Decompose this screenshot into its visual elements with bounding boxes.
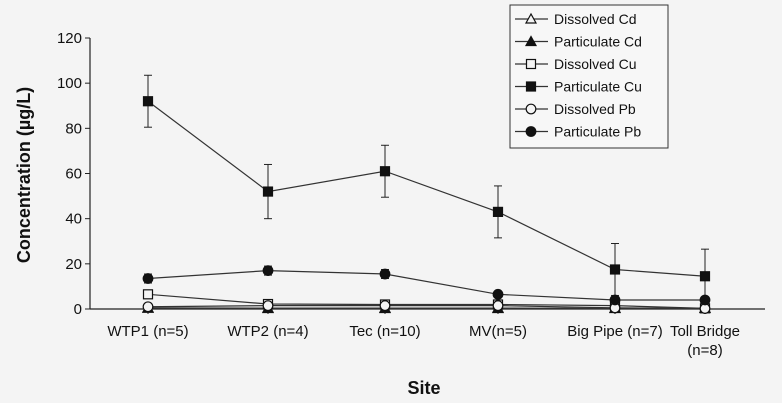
x-tick-label: Toll Bridge <box>670 323 740 340</box>
legend-item: Particulate Pb <box>515 124 641 140</box>
x-tick-label: (n=8) <box>687 342 722 359</box>
legend-item: Particulate Cd <box>515 34 642 50</box>
data-point <box>142 289 154 300</box>
data-point <box>262 300 274 312</box>
data-point <box>262 265 274 277</box>
y-tick-label: 100 <box>57 75 82 92</box>
data-point <box>609 264 621 275</box>
x-tick-label: WTP1 (n=5) <box>107 323 188 340</box>
x-tick-label: Tec (n=10) <box>349 323 420 340</box>
y-tick-label: 40 <box>65 211 82 228</box>
x-axis-title: Site <box>407 378 440 398</box>
legend-marker <box>525 81 537 92</box>
data-point <box>142 273 154 284</box>
legend-label: Particulate Pb <box>554 124 641 140</box>
legend-item: Dissolved Cu <box>515 56 636 72</box>
data-point <box>379 166 391 177</box>
data-point <box>492 300 504 312</box>
legend-label: Dissolved Pb <box>554 101 636 117</box>
y-tick-label: 20 <box>65 256 82 273</box>
data-point <box>492 288 504 300</box>
series-particulate-pb <box>142 265 711 306</box>
axes: 0 20 40 60 80 100 120 WTP1 (n=5) WTP2 (n=4) Tec (… <box>57 30 765 359</box>
series-line <box>147 293 706 309</box>
series-dissolved-pb <box>142 300 711 314</box>
data-point <box>492 206 504 217</box>
x-tick-label: WTP2 (n=4) <box>227 323 308 340</box>
legend-marker <box>525 126 537 137</box>
y-tick-label: 80 <box>65 120 82 137</box>
y-axis-title: Concentration (µg/L) <box>14 87 34 263</box>
legend-marker <box>525 58 537 70</box>
x-tick-label: MV(n=5) <box>469 323 527 340</box>
legend-item: Dissolved Pb <box>515 101 636 117</box>
x-tick-label: Big Pipe (n=7) <box>567 323 662 340</box>
series-layer <box>141 74 712 314</box>
y-tick-label: 0 <box>74 301 82 318</box>
legend-item: Particulate Cu <box>515 79 642 95</box>
data-point <box>142 301 154 313</box>
data-point <box>262 186 274 197</box>
legend-label: Dissolved Cd <box>554 11 636 27</box>
legend-marker <box>524 35 538 47</box>
series-line <box>147 305 706 310</box>
legend: Dissolved Cd Particulate Cd Dissolved Cu Pa… <box>509 4 669 149</box>
data-point <box>379 300 391 312</box>
legend-marker <box>524 12 538 24</box>
data-point <box>699 294 711 306</box>
legend-marker <box>525 103 537 115</box>
data-point <box>379 268 391 280</box>
legend-item: Dissolved Cd <box>515 11 636 27</box>
data-point <box>699 271 711 282</box>
legend-box <box>509 4 669 149</box>
series-line <box>147 270 705 301</box>
legend-label: Particulate Cu <box>554 79 642 95</box>
y-tick-label: 120 <box>57 30 82 47</box>
series-line <box>147 100 706 277</box>
y-tick-label: 60 <box>65 166 82 183</box>
series-particulate-cu <box>142 74 711 304</box>
data-point <box>142 96 154 107</box>
data-point <box>609 294 621 306</box>
legend-label: Particulate Cd <box>554 34 642 50</box>
legend-label: Dissolved Cu <box>554 56 636 72</box>
